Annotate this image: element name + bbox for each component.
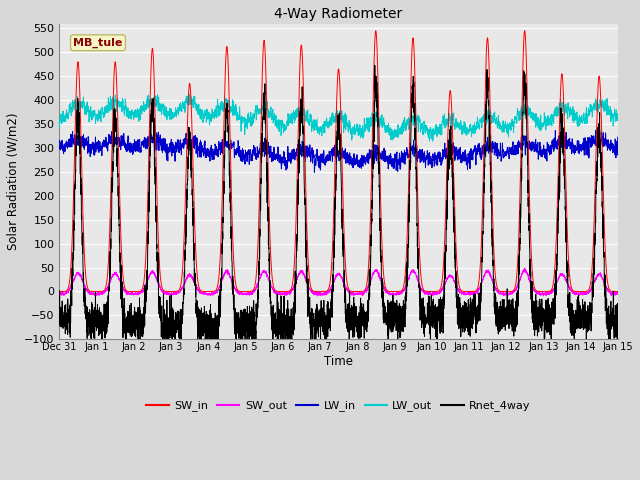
Legend: SW_in, SW_out, LW_in, LW_out, Rnet_4way: SW_in, SW_out, LW_in, LW_out, Rnet_4way bbox=[142, 396, 535, 416]
Text: MB_tule: MB_tule bbox=[74, 37, 123, 48]
Y-axis label: Solar Radiation (W/m2): Solar Radiation (W/m2) bbox=[7, 113, 20, 250]
Title: 4-Way Radiometer: 4-Way Radiometer bbox=[275, 7, 403, 21]
X-axis label: Time: Time bbox=[324, 355, 353, 368]
